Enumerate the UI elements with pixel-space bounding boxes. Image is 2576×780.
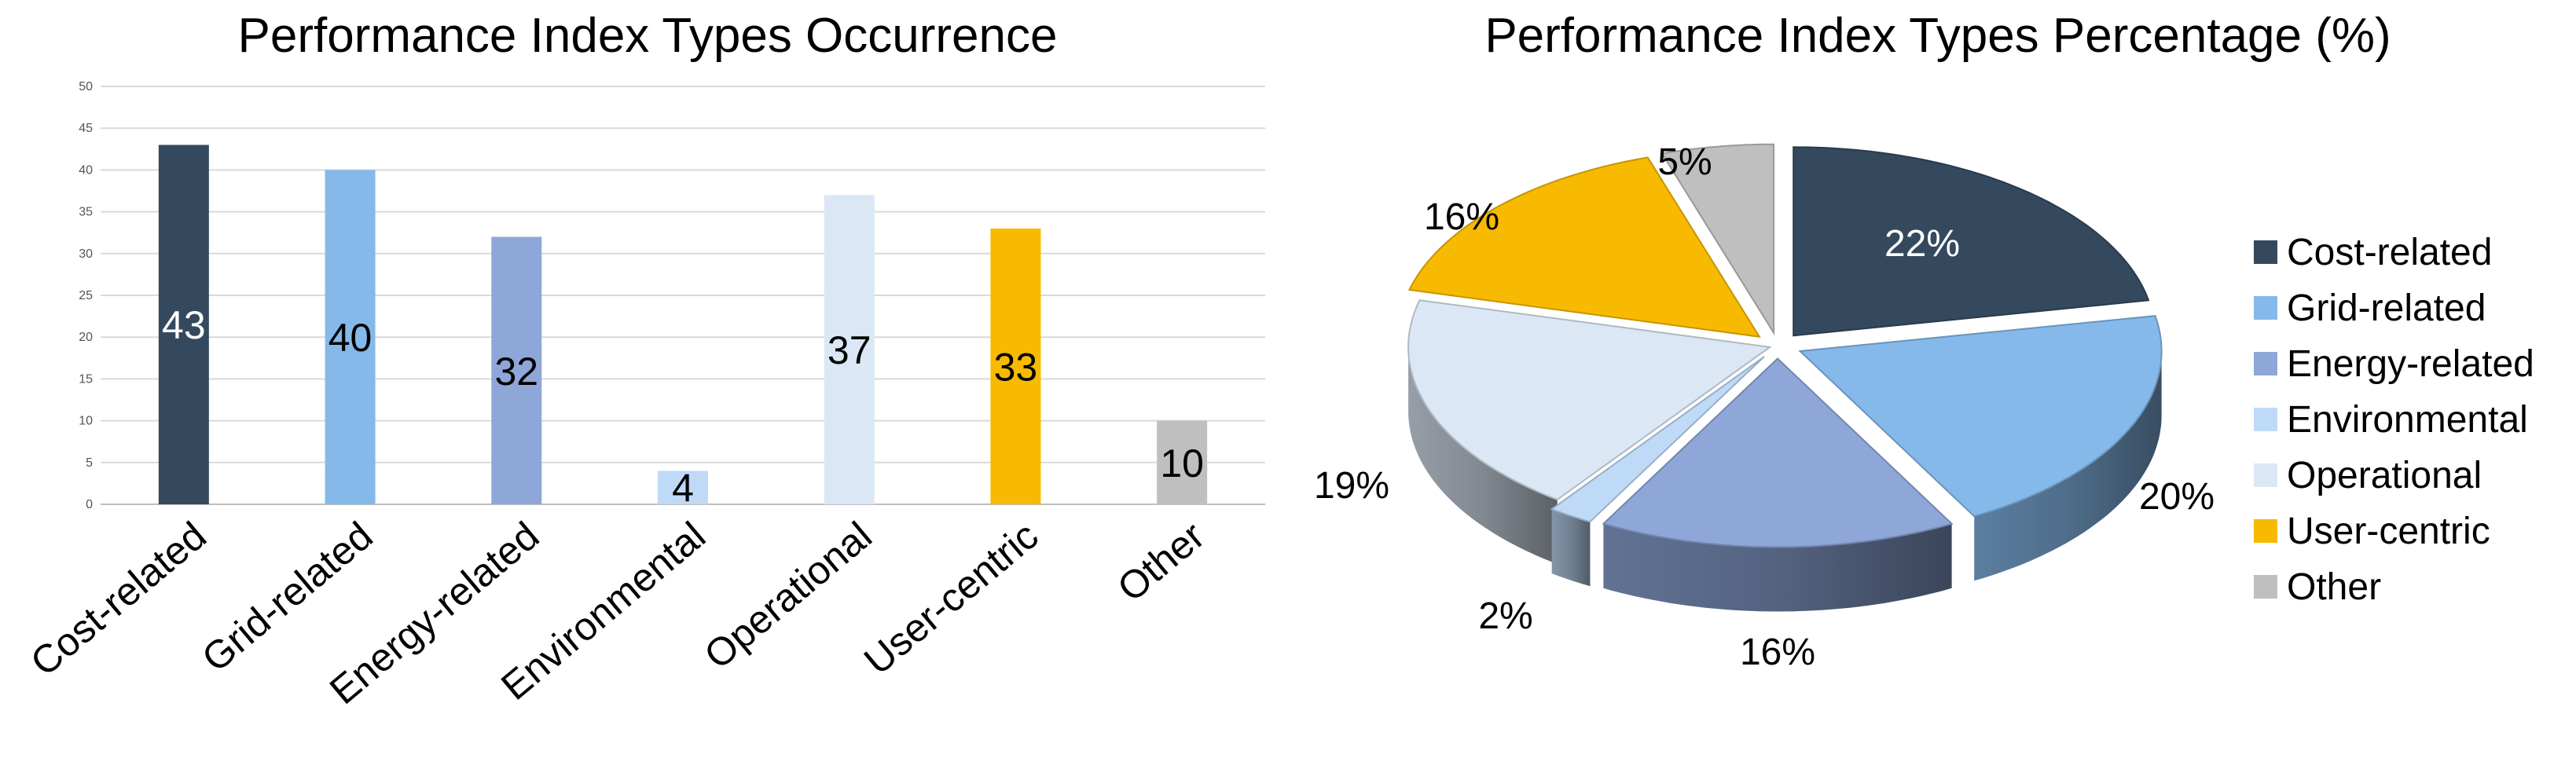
pie-slice	[1798, 315, 2163, 518]
legend-swatch	[2254, 408, 2277, 431]
legend-swatch	[2254, 240, 2277, 264]
bar-series	[158, 145, 1208, 505]
bar	[990, 228, 1041, 504]
y-tick-label: 45	[79, 122, 93, 135]
bar	[158, 145, 209, 505]
y-tick-label: 0	[86, 498, 93, 511]
y-tick-label: 50	[79, 80, 93, 93]
y-tick-label: 5	[86, 456, 93, 470]
pie-slice-sides	[1408, 346, 2162, 612]
x-tick-label: User-centric	[856, 514, 1046, 683]
pie-slice	[1407, 299, 1772, 501]
y-tick-label: 35	[79, 206, 93, 219]
pie-data-labels: 22% 20% 16% 2% 19% 16% 5%	[1314, 141, 2215, 673]
pie-data-label: 5%	[1657, 141, 1712, 183]
pie-chart-title: Performance Index Types Percentage (%)	[1484, 9, 2391, 63]
bar-data-label: 33	[994, 345, 1038, 389]
x-tick-label: Other	[1109, 514, 1213, 610]
bar-data-label: 43	[162, 303, 206, 347]
bar-data-label: 32	[494, 350, 538, 394]
legend-swatch	[2254, 519, 2277, 543]
bar-y-axis-ticks: 0 5 10 15 20 25 30 35 40 45 50	[79, 80, 93, 511]
pie-chart: Performance Index Types Percentage (%) 2…	[1314, 9, 2534, 673]
legend-swatch	[2254, 463, 2277, 487]
bar	[1157, 420, 1208, 504]
pie-legend: Cost-related Grid-related Energy-related En…	[2254, 232, 2534, 608]
y-tick-label: 20	[79, 331, 93, 344]
y-tick-label: 30	[79, 247, 93, 261]
bar	[658, 471, 708, 504]
x-tick-label: Cost-related	[22, 514, 215, 685]
pie-slice	[1407, 156, 1761, 338]
y-tick-label: 15	[79, 372, 93, 386]
bar-gridlines	[101, 86, 1265, 505]
bar	[824, 195, 875, 504]
pie-slice	[1793, 146, 2150, 337]
pie-data-label: 19%	[1314, 465, 1389, 507]
pie-data-label: 22%	[1884, 223, 1960, 265]
pie-slice	[1660, 143, 1775, 336]
bar-data-label: 10	[1160, 441, 1204, 485]
legend-swatch	[2254, 296, 2277, 320]
pie-data-label: 16%	[1424, 196, 1499, 238]
y-tick-label: 25	[79, 289, 93, 302]
bar-chart-title: Performance Index Types Occurrence	[237, 9, 1057, 63]
bar-x-axis-ticks: Cost-relatedGrid-relatedEnergy-relatedEn…	[22, 514, 1213, 713]
pie-slice-side-shade	[1551, 509, 1591, 587]
legend-label: Cost-related	[2287, 232, 2492, 273]
x-tick-label: Operational	[696, 514, 880, 678]
pie-data-label: 2%	[1478, 595, 1532, 637]
bar-chart: Performance Index Types Occurrence 0 5 10 1…	[22, 9, 1265, 712]
legend-label: Energy-related	[2287, 343, 2534, 385]
pie-slice	[1550, 356, 1765, 523]
pie-slice-side-shade	[1408, 346, 1558, 564]
legend-swatch	[2254, 352, 2277, 375]
legend-label: Grid-related	[2287, 287, 2486, 329]
pie-data-label: 16%	[1740, 632, 1815, 673]
y-tick-label: 10	[79, 415, 93, 428]
pie-slice	[1602, 357, 1954, 548]
pie-slice-side-shade	[1603, 523, 1952, 612]
pie-slice-side-shade	[1974, 351, 2162, 581]
pie-slices	[1407, 143, 2163, 548]
bar	[491, 236, 542, 504]
bar-data-label: 37	[827, 328, 872, 372]
bar-data-labels: 43 40 32 4 37 33 10	[162, 303, 1204, 510]
bar-data-label: 40	[328, 316, 372, 360]
y-tick-label: 40	[79, 163, 93, 177]
pie-data-label: 20%	[2139, 476, 2215, 518]
legend-label: Environmental	[2287, 399, 2528, 441]
bar	[325, 170, 376, 504]
legend-label: User-centric	[2287, 511, 2490, 552]
legend-label: Operational	[2287, 455, 2482, 496]
legend-label: Other	[2287, 566, 2381, 608]
bar-data-label: 4	[672, 467, 694, 511]
legend-swatch	[2254, 575, 2277, 599]
